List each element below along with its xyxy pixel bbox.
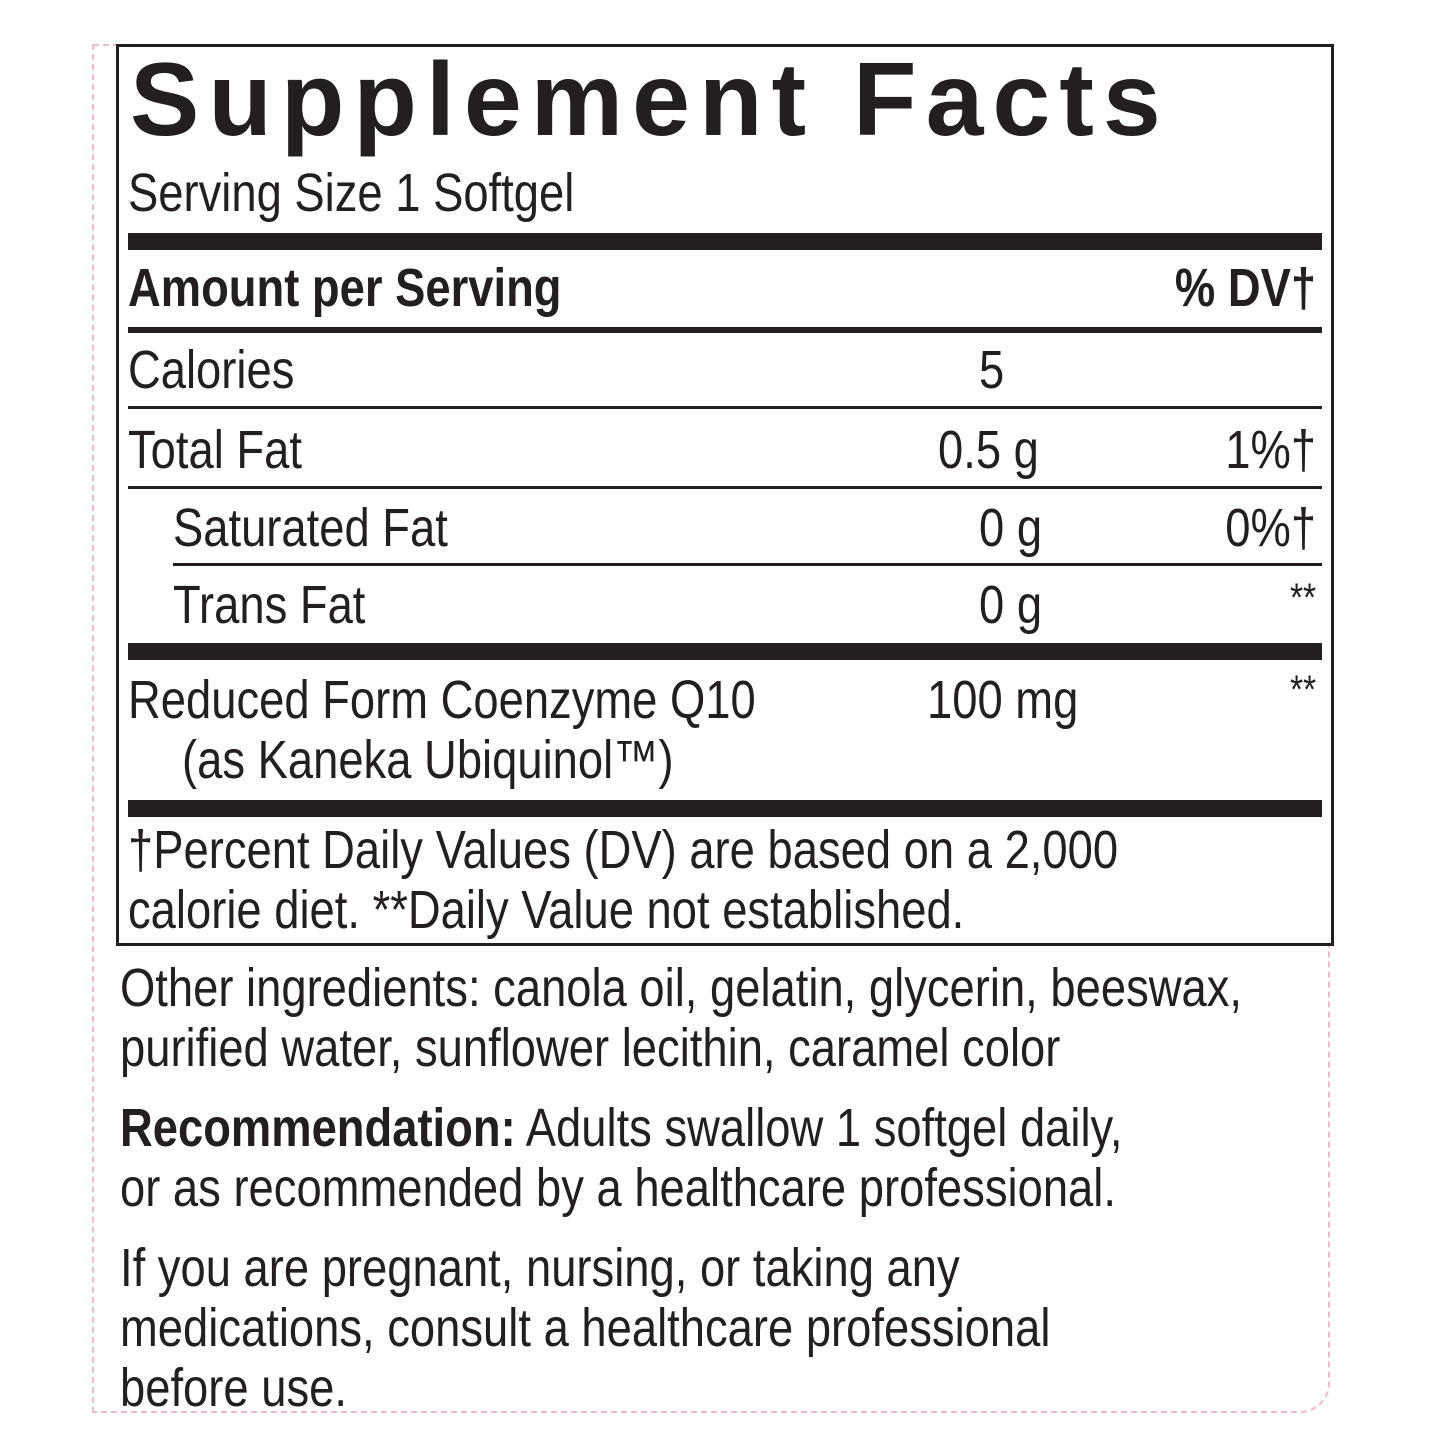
- row-dv-coq10: **: [1289, 668, 1316, 712]
- other-ingredients: purified water, sunflower lecithin, cara…: [120, 1018, 1061, 1078]
- row-name-trans-fat: Trans Fat: [173, 575, 366, 635]
- row-amount-calories: 5: [979, 340, 1005, 400]
- row-name-calories: Calories: [128, 340, 295, 400]
- row-dv-total-fat: 1%†: [1225, 420, 1316, 480]
- footnote-line: calorie diet. **Daily Value not establis…: [128, 880, 965, 940]
- row-dv-saturated-fat: 0%†: [1225, 498, 1316, 558]
- warning-text: If you are pregnant, nursing, or taking …: [120, 1238, 960, 1298]
- other-ingredients: Other ingredients: canola oil, gelatin, …: [120, 958, 1243, 1018]
- row-sub-coq10: (as Kaneka Ubiquinol™): [182, 730, 674, 790]
- footnote-line: †Percent Daily Values (DV) are based on …: [128, 820, 1119, 880]
- panel-title: Supplement Facts: [130, 42, 1170, 158]
- recommendation-text: Adults swallow 1 softgel daily,: [515, 1098, 1123, 1158]
- row-amount-coq10: 100 mg: [927, 670, 1079, 730]
- divider: [128, 486, 1322, 489]
- divider: [128, 406, 1322, 409]
- row-name-total-fat: Total Fat: [128, 420, 302, 480]
- row-name-saturated-fat: Saturated Fat: [173, 498, 448, 558]
- recommendation-text: or as recommended by a healthcare profes…: [120, 1158, 1116, 1218]
- row-amount-saturated-fat: 0 g: [979, 498, 1043, 558]
- recommendation-label: Recommendation:: [120, 1098, 516, 1158]
- row-name-coq10: Reduced Form Coenzyme Q10: [128, 670, 756, 730]
- thick-divider: [128, 643, 1322, 660]
- warning-text: before use.: [120, 1358, 347, 1418]
- thick-divider: [128, 800, 1322, 817]
- warning-text: medications, consult a healthcare profes…: [120, 1298, 1051, 1358]
- divider: [173, 563, 1322, 566]
- serving-size: Serving Size 1 Softgel: [128, 163, 575, 223]
- thick-divider: [128, 233, 1322, 250]
- recommendation: Recommendation: Adults swallow 1 softgel…: [120, 1101, 1122, 1155]
- amount-header: Amount per Serving: [128, 258, 562, 318]
- dv-header: % DV†: [1174, 258, 1316, 318]
- supplement-facts-panel: [116, 44, 1334, 946]
- row-dv-trans-fat: **: [1289, 576, 1316, 620]
- row-amount-total-fat: 0.5 g: [938, 420, 1039, 480]
- divider: [128, 327, 1322, 333]
- row-amount-trans-fat: 0 g: [979, 575, 1043, 635]
